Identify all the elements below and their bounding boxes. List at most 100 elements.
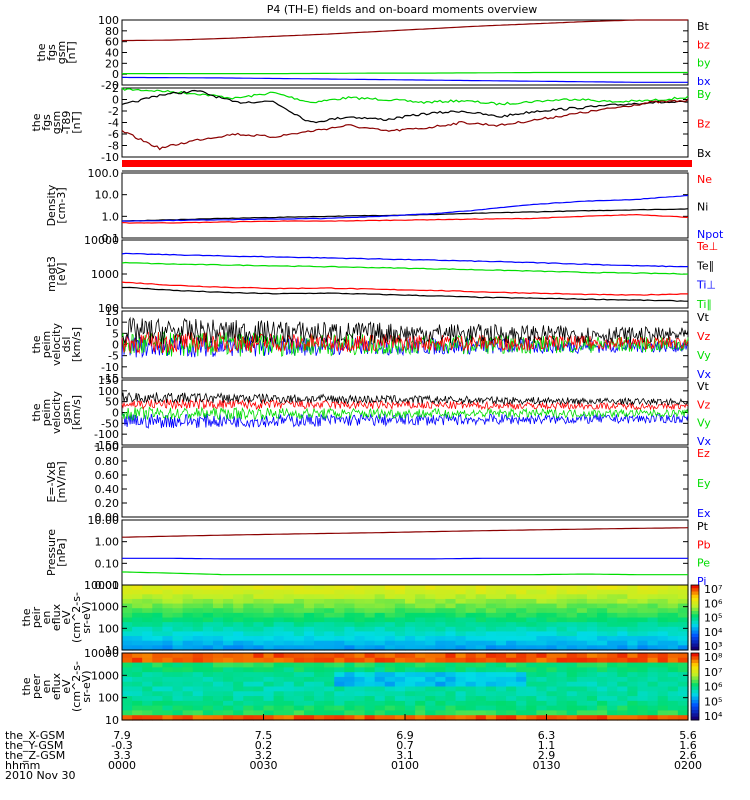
electron_eflux-cell (536, 700, 548, 707)
ion_eflux-cell (223, 603, 234, 609)
ion_eflux-cell (657, 612, 669, 619)
electron_eflux-cell (657, 662, 669, 668)
electron_eflux-cell (334, 686, 345, 692)
peim_velocity_gsm-legend-0: Vt (697, 380, 710, 393)
ion_eflux-cell (576, 617, 588, 623)
ion_eflux-cell (667, 622, 679, 628)
electron_eflux-cell (212, 705, 224, 712)
ion_eflux-cell (162, 594, 174, 600)
ion_eflux-cell (182, 617, 194, 623)
ion_eflux-cell (475, 636, 487, 642)
electron_eflux-cell (576, 700, 588, 707)
electron_eflux-cell (374, 715, 386, 721)
ion_eflux-cell (597, 645, 608, 651)
ion_eflux-cell (546, 645, 558, 651)
electron_eflux-cell (597, 691, 608, 697)
electron_eflux-cell (223, 691, 234, 697)
electron_eflux-cell (647, 700, 659, 707)
electron_eflux-cell (192, 676, 204, 683)
temperature-series-3 (122, 286, 688, 302)
ion_eflux-cell (506, 598, 517, 605)
electron_eflux-cell (182, 705, 194, 712)
ion_eflux-cell (192, 598, 204, 605)
electron_eflux-cell (303, 681, 315, 688)
ion_eflux-cell (455, 608, 467, 614)
ion_eflux-cell (384, 612, 396, 619)
ion_eflux-cell (485, 598, 497, 605)
ion_eflux-cell (647, 594, 659, 600)
ion_eflux-cell (475, 645, 487, 651)
ion_eflux-cell (526, 617, 537, 623)
electron_eflux-cell (455, 686, 467, 692)
ion_eflux-cell (647, 585, 659, 591)
electron_eflux-cell (576, 681, 588, 688)
ion_eflux-cell (324, 585, 335, 591)
ion_eflux-cell (142, 598, 153, 605)
ion_eflux-cell (435, 612, 447, 619)
ion_eflux-cell (212, 645, 224, 651)
ion_eflux-colorbar-step (691, 630, 699, 635)
ion_eflux-cell (202, 636, 214, 642)
ion_eflux-cell (566, 617, 578, 623)
peim_velocity_dsl-ylabel: the (30, 335, 43, 353)
ion_eflux-cell (495, 612, 507, 619)
electron_eflux-cell (243, 691, 254, 697)
electron_eflux-cell (506, 710, 517, 716)
ion_eflux-cell (617, 631, 628, 637)
ion_eflux-cell (425, 589, 436, 595)
ion_eflux-cell (586, 594, 598, 600)
electron_eflux-cell (364, 672, 376, 678)
electron_eflux-cell (677, 705, 689, 712)
ion_eflux-cell (475, 640, 487, 646)
electron_eflux-cell (516, 710, 527, 716)
fgs_gsm_dt-ytick-label: 2 (112, 82, 119, 95)
ion_eflux-colorbar-step (691, 611, 699, 615)
temperature-legend-3: Ti∥ (696, 298, 712, 311)
electron_eflux-cell (415, 710, 426, 716)
ion_eflux-cell (384, 626, 396, 633)
electron_eflux-cell (495, 710, 507, 716)
electron_eflux-ytick-label: 100 (98, 692, 119, 705)
ion_eflux-cell (384, 598, 396, 605)
electron_eflux-ylabel: peer (30, 674, 43, 700)
ion_eflux-cell (202, 594, 214, 600)
ion_eflux-cell (405, 640, 416, 646)
electron_eflux-cell (607, 662, 618, 668)
electron_eflux-cell (374, 657, 386, 664)
electron_eflux-cell (314, 691, 325, 697)
ion_eflux-cell (556, 626, 568, 633)
ion_eflux-cell (586, 608, 598, 614)
electron_eflux-cell (293, 657, 305, 664)
ion_eflux-cell (354, 622, 366, 628)
ion_eflux-cell (263, 631, 275, 637)
electron_eflux-cell (546, 696, 558, 702)
ion_eflux-cell (475, 598, 487, 605)
ion_eflux-cell (415, 603, 426, 609)
ion_eflux-cell (303, 640, 315, 646)
fgs_gsm-ytick-label: 60 (105, 36, 119, 49)
electron_eflux-cell (374, 662, 386, 668)
ion_eflux-cell (334, 589, 345, 595)
e_field-frame (121, 446, 689, 518)
electron_eflux-cell (384, 686, 396, 692)
fgs_gsm-ylabel: the (35, 43, 48, 61)
ion_eflux-cell (647, 640, 659, 646)
electron_eflux-cell (657, 705, 669, 712)
electron_eflux-cell (485, 686, 497, 692)
electron_eflux-cell (263, 657, 275, 664)
electron_eflux-cell (667, 705, 679, 712)
electron_eflux-cell (152, 696, 164, 702)
electron_eflux-cell (607, 696, 618, 702)
ion_eflux-cell (263, 594, 275, 600)
electron_eflux-cell (647, 691, 659, 697)
electron_eflux-cell (647, 676, 659, 683)
electron_eflux-cell (526, 653, 537, 659)
ion_eflux-cell (263, 617, 275, 623)
ion_eflux-cell (122, 585, 133, 591)
ion_eflux-cell (344, 645, 356, 651)
electron_eflux-cell (293, 696, 305, 702)
electron_eflux-cell (142, 672, 153, 678)
electron_eflux-ylabel: eV (60, 679, 73, 694)
electron_eflux-cell (303, 715, 315, 721)
electron_eflux-cell (506, 705, 517, 712)
